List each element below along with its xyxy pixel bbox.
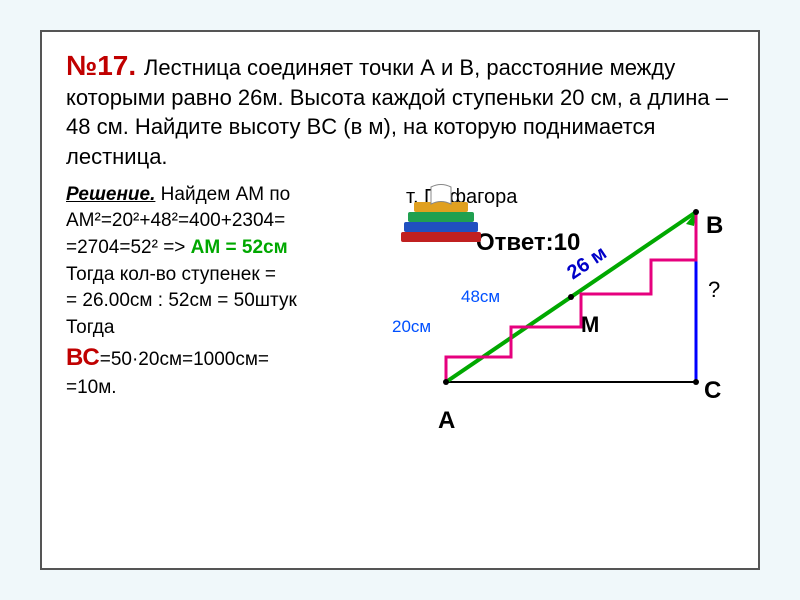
- solution-label: Решение.: [66, 184, 155, 205]
- solution-line2a: =2704=52² =>: [66, 237, 191, 258]
- point-M: М: [581, 312, 599, 338]
- label-48: 48см: [461, 287, 500, 307]
- books-icon: [396, 182, 486, 252]
- point-C: С: [704, 377, 721, 405]
- label-20: 20см: [392, 317, 431, 337]
- point-B: В: [706, 212, 723, 240]
- problem-text: Лестница соединяет точки А и В, расстоян…: [66, 55, 728, 169]
- bc-calc: =50·20см=1000см=: [100, 349, 269, 370]
- solution-line5: Тогда: [66, 315, 396, 342]
- solution-find: Найдем АМ по: [155, 184, 290, 205]
- solution-block: Решение. Найдем АМ по АМ²=20²+48²=400+23…: [66, 182, 396, 402]
- diagram: т. Пифагора А С В: [396, 182, 734, 402]
- question-mark: ?: [708, 277, 720, 303]
- solution-line7: =10м.: [66, 375, 396, 402]
- bc-label: ВС: [66, 344, 100, 371]
- solution-line4: = 26.00см : 52см = 50штук: [66, 288, 396, 315]
- solution-line3: Тогда кол-во ступенек =: [66, 262, 396, 289]
- point-A: А: [438, 407, 455, 435]
- am-result: АМ = 52см: [191, 237, 288, 258]
- problem-number: №17: [66, 50, 128, 81]
- solution-line1: АМ²=20²+48²=400+2304=: [66, 208, 396, 235]
- problem-dot: .: [128, 50, 144, 81]
